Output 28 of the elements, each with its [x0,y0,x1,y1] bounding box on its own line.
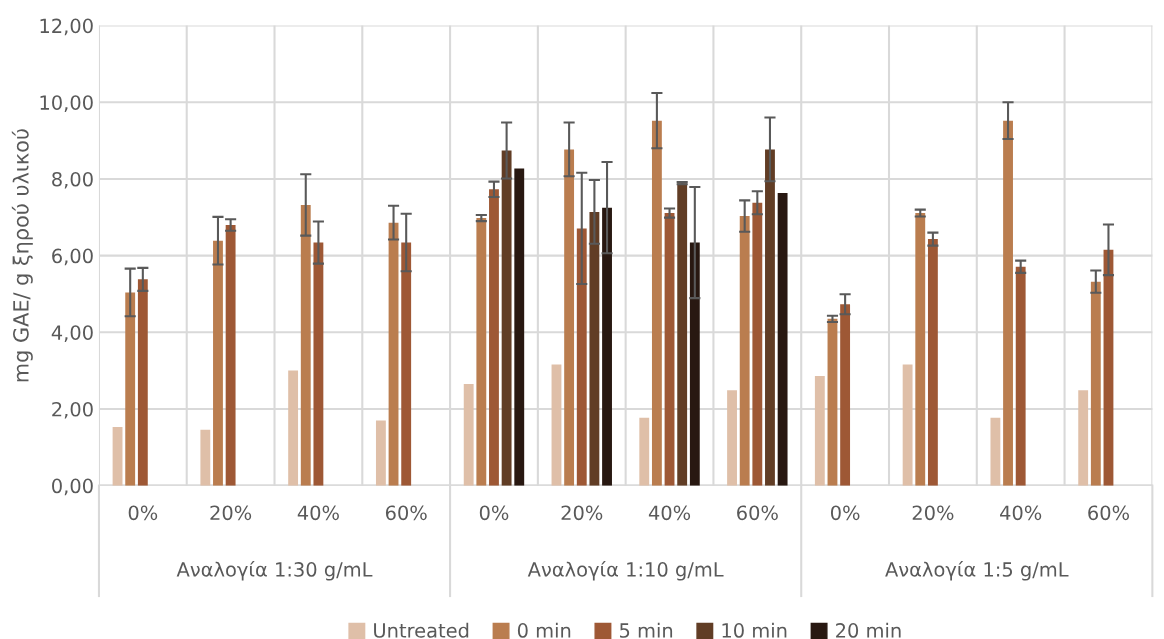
y-tick-label: 10,00 [40,95,93,112]
y-tick-label: 8,00 [52,171,93,189]
x-tick-label: 40% [648,505,691,521]
legend-label: Untreated [374,622,469,638]
legend-label: 5 min [620,622,673,638]
x-tick-label: 20% [210,505,252,521]
x-tick-label: 60% [385,505,427,521]
y-tick-label: 6,00 [52,248,93,266]
x-tick-label: 40% [297,505,339,521]
text: Αναλογία 1:30 g/mL [176,560,373,581]
text: Αναλογία 1:10 g/mL [527,560,724,581]
legend-label: 0 min [517,622,571,638]
y-tick-label: 12,00 [40,18,93,36]
x-tick-label: 20% [561,505,603,521]
y-tick-label: 0,00 [52,478,93,496]
x-tick-label: 20% [912,505,954,521]
x-tick-label: 40% [1000,505,1042,521]
x-tick-label: 60% [1088,505,1129,521]
x-tick-label: 0% [128,505,158,521]
x-tick-label: 0% [830,505,860,521]
x-tick-label: 60% [737,505,778,521]
text: Αναλογία 1:5 g/mL [885,560,1069,581]
legend-label: 10 min [722,622,787,638]
legend-label: 20 min [836,622,901,638]
y-tick-label: 2,00 [52,401,93,419]
y-axis-title: mg GAE/ g ξηρού υλικού [11,129,33,382]
y-tick-label: 4,00 [51,325,93,342]
x-tick-label: 0% [479,505,509,521]
